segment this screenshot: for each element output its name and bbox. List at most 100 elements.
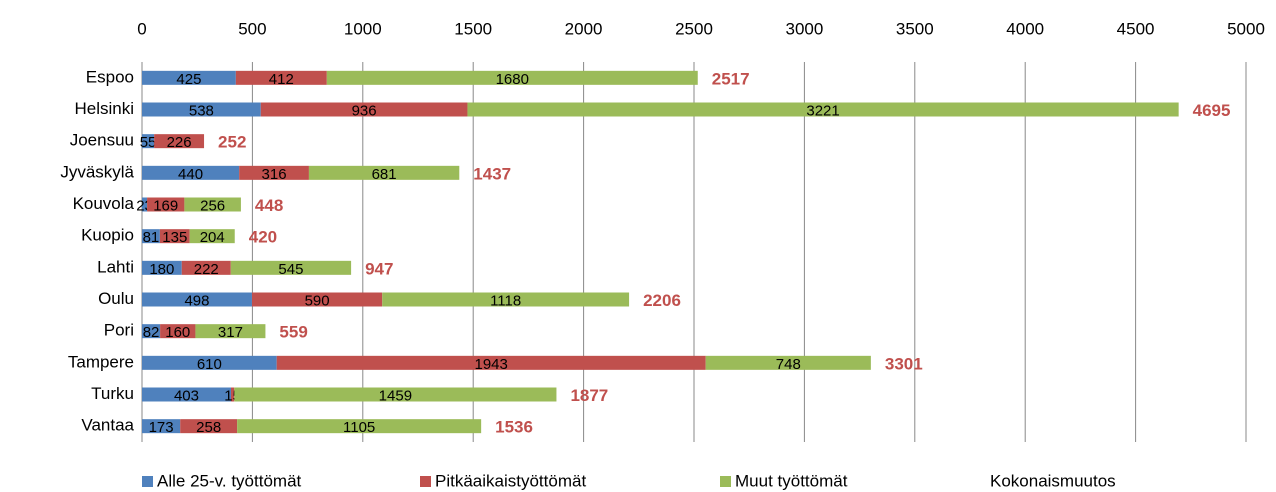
value-label: 590 [305, 292, 330, 309]
bar-segment [159, 229, 190, 244]
value-label: 81 [143, 229, 160, 246]
x-tick-label: 0 [137, 19, 146, 38]
bar-segment [308, 165, 460, 180]
value-label: 936 [352, 102, 377, 119]
value-label: 545 [278, 261, 303, 278]
value-label: 204 [200, 229, 225, 246]
bar-segment [142, 292, 252, 307]
total-label: 1437 [473, 164, 511, 183]
value-label: 412 [269, 71, 294, 88]
bar-segment [142, 229, 160, 244]
value-label: 226 [167, 134, 192, 151]
bar-segment [160, 324, 196, 339]
legend-label: Alle 25-v. työttömät [157, 471, 302, 490]
legend-label: Muut työttömät [735, 471, 848, 490]
bar-segment [180, 419, 238, 434]
value-label: 1105 [343, 419, 375, 436]
value-label: 173 [149, 419, 174, 436]
bar-segment [142, 324, 161, 339]
value-label: 425 [176, 71, 201, 88]
bar-segment [234, 387, 557, 402]
value-label: 169 [153, 197, 178, 214]
y-tick-label: Espoo [86, 67, 134, 86]
x-tick-label: 500 [238, 19, 266, 38]
bar-segment [195, 324, 266, 339]
y-tick-label: Kuopio [81, 226, 134, 245]
bar-segment [142, 197, 148, 212]
x-tick-label: 5000 [1227, 19, 1265, 38]
bar-segment [230, 260, 352, 275]
value-label: 222 [194, 261, 219, 278]
y-tick-label: Kouvola [73, 194, 135, 213]
total-label: 420 [249, 228, 277, 247]
value-label: 135 [162, 229, 187, 246]
value-label: 55 [140, 134, 157, 151]
total-label: 4695 [1193, 101, 1231, 120]
value-label: 498 [184, 292, 209, 309]
value-label: 538 [189, 102, 214, 119]
y-tick-label: Turku [91, 384, 134, 403]
total-label: 2206 [643, 291, 681, 310]
value-label: 258 [196, 419, 221, 436]
bar-segment [181, 260, 231, 275]
bar-segment [382, 292, 630, 307]
value-label: 681 [372, 166, 397, 183]
x-tick-label: 3000 [785, 19, 823, 38]
value-label: 1118 [490, 292, 521, 309]
value-label: 256 [200, 197, 225, 214]
bar-segment [142, 355, 277, 370]
bar-segment [230, 387, 235, 402]
total-label: 2517 [712, 69, 750, 88]
x-tick-label: 4000 [1006, 19, 1044, 38]
bar-segment [467, 102, 1179, 117]
bar-segment [154, 134, 205, 149]
y-tick-label: Lahti [97, 257, 134, 276]
bar-segment [142, 134, 155, 149]
legend-label: Kokonaismuutos [990, 471, 1116, 490]
x-tick-label: 2500 [675, 19, 713, 38]
bar-segment [147, 197, 185, 212]
total-label: 1536 [495, 418, 533, 437]
bar-segment [142, 102, 261, 117]
legend-label: Pitkäaikaistyöttömät [435, 471, 586, 490]
legend-swatch [420, 476, 431, 487]
bar-segment [276, 355, 706, 370]
value-label: 1943 [475, 356, 508, 373]
value-label: 610 [197, 356, 222, 373]
bar-segment [251, 292, 383, 307]
y-tick-label: Pori [104, 321, 134, 340]
value-label: 82 [143, 324, 160, 341]
value-label: 403 [174, 387, 199, 404]
x-tick-label: 3500 [896, 19, 934, 38]
value-label: 160 [165, 324, 190, 341]
x-tick-label: 2000 [565, 19, 603, 38]
bar-segment [142, 260, 182, 275]
value-label: 316 [262, 166, 287, 183]
x-tick-label: 1000 [344, 19, 382, 38]
legend-swatch [720, 476, 731, 487]
bar-segment [237, 419, 482, 434]
bar-segment [260, 102, 468, 117]
bar-segment [142, 165, 240, 180]
value-label: 1459 [379, 387, 412, 404]
bar-segment [239, 165, 309, 180]
value-label: 180 [149, 261, 174, 278]
y-tick-label: Helsinki [74, 99, 134, 118]
bar-segment [184, 197, 241, 212]
y-tick-label: Vantaa [81, 416, 134, 435]
bar-segment [326, 70, 698, 85]
y-tick-label: Tampere [68, 352, 134, 371]
x-tick-label: 4500 [1117, 19, 1155, 38]
total-label: 947 [365, 259, 393, 278]
bar-segment [142, 419, 181, 434]
bar-segment [235, 70, 327, 85]
bar-segment [705, 355, 871, 370]
legend-swatch [142, 476, 153, 487]
bar-segment [142, 70, 236, 85]
value-label: 317 [218, 324, 243, 341]
bar-segment [142, 387, 231, 402]
value-label: 1680 [496, 71, 529, 88]
value-label: 440 [178, 166, 203, 183]
y-tick-label: Jyväskylä [60, 162, 134, 181]
